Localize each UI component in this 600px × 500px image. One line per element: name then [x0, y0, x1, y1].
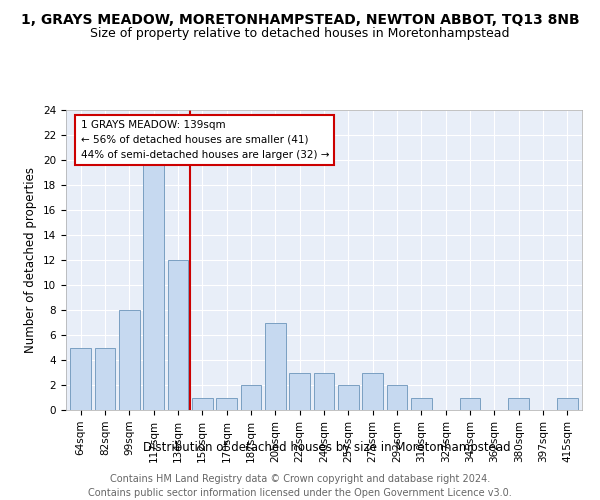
- Bar: [241, 385, 262, 410]
- Bar: [167, 260, 188, 410]
- Bar: [95, 348, 115, 410]
- Bar: [338, 385, 359, 410]
- Bar: [70, 348, 91, 410]
- Bar: [411, 398, 432, 410]
- Bar: [192, 398, 212, 410]
- Bar: [362, 372, 383, 410]
- Bar: [508, 398, 529, 410]
- Bar: [119, 310, 140, 410]
- Bar: [386, 385, 407, 410]
- Bar: [143, 160, 164, 410]
- Text: 1 GRAYS MEADOW: 139sqm
← 56% of detached houses are smaller (41)
44% of semi-det: 1 GRAYS MEADOW: 139sqm ← 56% of detached…: [80, 120, 329, 160]
- Bar: [460, 398, 481, 410]
- Bar: [289, 372, 310, 410]
- Y-axis label: Number of detached properties: Number of detached properties: [25, 167, 37, 353]
- Text: Size of property relative to detached houses in Moretonhampstead: Size of property relative to detached ho…: [90, 28, 510, 40]
- Bar: [216, 398, 237, 410]
- Text: Contains HM Land Registry data © Crown copyright and database right 2024.
Contai: Contains HM Land Registry data © Crown c…: [88, 474, 512, 498]
- Bar: [314, 372, 334, 410]
- Bar: [557, 398, 578, 410]
- Text: 1, GRAYS MEADOW, MORETONHAMPSTEAD, NEWTON ABBOT, TQ13 8NB: 1, GRAYS MEADOW, MORETONHAMPSTEAD, NEWTO…: [20, 12, 580, 26]
- Text: Distribution of detached houses by size in Moretonhampstead: Distribution of detached houses by size …: [143, 441, 511, 454]
- Bar: [265, 322, 286, 410]
